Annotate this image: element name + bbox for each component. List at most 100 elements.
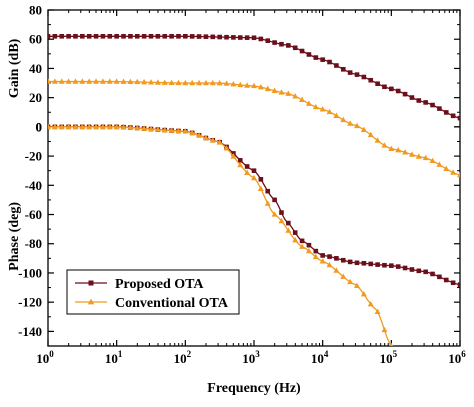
data-point [312, 103, 319, 110]
data-point [306, 52, 312, 57]
legend-marker-square [88, 280, 94, 286]
data-point [48, 78, 51, 84]
data-point [286, 220, 291, 226]
data-point [422, 154, 429, 161]
data-point [320, 253, 325, 258]
data-point [409, 95, 415, 100]
y-tick-label: 80 [29, 3, 42, 18]
data-point [48, 33, 51, 39]
data-point [340, 66, 346, 72]
data-point [278, 217, 285, 224]
data-point [367, 300, 374, 307]
x-tick-label: 100 [36, 349, 54, 366]
data-point [368, 77, 374, 83]
data-point [79, 123, 86, 130]
data-point [134, 33, 140, 39]
data-point [429, 157, 436, 164]
data-point [340, 273, 347, 279]
data-point [162, 33, 168, 39]
data-point [202, 79, 209, 86]
data-point [306, 242, 312, 248]
data-point [141, 125, 148, 131]
data-point [141, 78, 148, 85]
data-point [416, 98, 422, 103]
data-point [113, 78, 120, 84]
data-point [347, 278, 354, 285]
data-point [93, 78, 100, 84]
data-point [175, 79, 182, 86]
data-point [395, 264, 401, 269]
series-line-gain-proposed [48, 35, 460, 119]
x-tick-label: 101 [105, 349, 123, 366]
data-point [86, 33, 92, 39]
data-point [375, 81, 380, 87]
data-point [292, 230, 298, 235]
data-point [100, 33, 106, 39]
data-point [237, 161, 244, 168]
data-point [73, 33, 78, 39]
y-tick-label: -140 [18, 324, 42, 339]
legend-marker-triangle [87, 298, 95, 305]
data-point [285, 227, 292, 233]
data-point [334, 256, 339, 261]
data-point [367, 131, 374, 138]
y-tick-label: -20 [25, 149, 42, 164]
series-gain-conventional [48, 78, 460, 178]
data-point [436, 161, 443, 167]
data-point [258, 36, 264, 42]
data-point [189, 34, 195, 39]
data-point [127, 124, 134, 130]
data-point [374, 137, 381, 143]
data-point [272, 40, 277, 45]
data-point [402, 91, 408, 97]
data-point [292, 236, 299, 243]
data-point [347, 120, 354, 126]
data-point [216, 139, 223, 145]
data-point [264, 200, 271, 206]
legend-label: Proposed OTA [115, 277, 204, 292]
data-point [299, 238, 305, 244]
data-point [79, 78, 86, 84]
data-point [128, 33, 133, 39]
data-point [244, 169, 251, 175]
data-point [313, 55, 319, 60]
data-point [457, 115, 460, 121]
data-point [347, 70, 353, 75]
y-tick-label: -40 [25, 178, 42, 193]
data-point [402, 149, 409, 155]
data-point [210, 34, 216, 40]
data-point [251, 168, 257, 173]
data-point [326, 108, 333, 115]
data-point [299, 48, 305, 54]
data-point [230, 153, 237, 159]
data-point [86, 123, 93, 130]
data-point [59, 33, 65, 39]
data-point [148, 33, 154, 39]
data-point [265, 38, 271, 43]
data-point [361, 74, 367, 80]
data-point [443, 165, 450, 172]
data-point [415, 153, 422, 159]
data-point [196, 34, 202, 39]
data-point [430, 102, 435, 108]
data-point [58, 78, 65, 84]
data-point [230, 81, 237, 87]
y-tick-label: -80 [25, 236, 42, 251]
y-tick-label: 60 [29, 32, 42, 47]
data-point [334, 63, 339, 68]
data-point [382, 84, 387, 90]
data-point [176, 33, 181, 39]
data-point [279, 41, 284, 47]
data-point [202, 134, 209, 141]
data-point [223, 80, 230, 86]
data-point [93, 33, 99, 39]
data-point [354, 260, 360, 266]
data-point [319, 258, 326, 264]
data-point [381, 142, 388, 148]
data-point [244, 35, 250, 40]
data-point [381, 326, 388, 333]
data-point [360, 291, 367, 297]
data-point [251, 174, 257, 181]
series-phase-proposed [48, 124, 460, 287]
